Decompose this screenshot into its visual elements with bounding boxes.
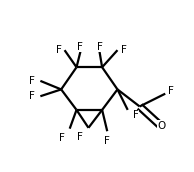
- Text: F: F: [77, 42, 83, 52]
- Text: F: F: [77, 132, 83, 142]
- Text: F: F: [104, 136, 110, 146]
- Text: F: F: [29, 76, 35, 86]
- Text: F: F: [168, 86, 174, 96]
- Text: F: F: [97, 42, 103, 52]
- Text: F: F: [121, 45, 127, 55]
- Text: F: F: [59, 133, 65, 143]
- Text: O: O: [158, 121, 166, 131]
- Text: F: F: [29, 91, 35, 101]
- Text: F: F: [56, 45, 62, 55]
- Text: F: F: [133, 110, 139, 120]
